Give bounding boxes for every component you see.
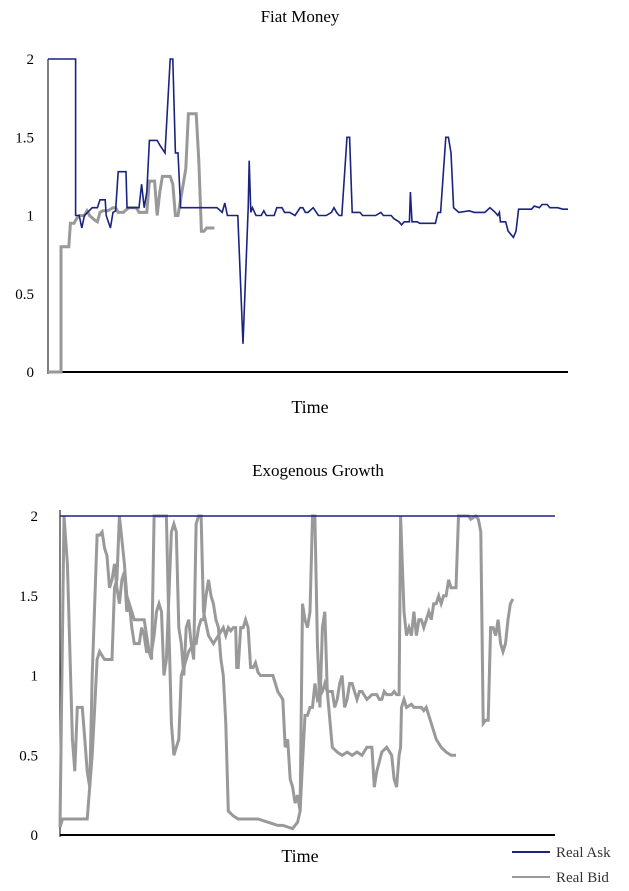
y-tick-label: 1.5 [15,130,34,146]
y-tick-label: 0.5 [15,287,34,303]
y-tick-label: 2 [31,509,39,525]
y-tick-label: 0 [31,828,39,844]
y-tick-label: 0.5 [19,748,38,764]
legend: Real Ask Real Bid [512,845,611,886]
plot-area [58,514,555,831]
y-tick-label: 0 [27,365,35,381]
chart-fiat-money: Fiat Money 0 0.5 1 1.5 2 Time [15,7,568,417]
chart-exogenous-growth: Exogenous Growth 0 0.5 1 1.5 2 Time [19,461,555,866]
plot-area [48,58,568,374]
y-tick-label: 2 [27,52,35,68]
series-line-real-bid [48,112,215,374]
y-tick-label: 1.5 [19,589,38,605]
y-axis-ticks: 0 0.5 1 1.5 2 [15,52,34,381]
chart-title: Fiat Money [261,7,340,26]
legend-label-real-bid: Real Bid [556,870,609,886]
chart-title: Exogenous Growth [252,461,384,480]
x-axis-title: Time [291,397,328,417]
y-axis-ticks: 0 0.5 1 1.5 2 [19,509,38,844]
y-tick-label: 1 [31,669,39,685]
legend-label-real-ask: Real Ask [556,845,611,861]
series-line-real-bid-2 [58,514,456,831]
y-tick-label: 1 [27,209,35,225]
x-axis-title: Time [281,846,318,866]
series-line-real-bid [58,514,515,828]
series-line-real-ask [48,58,568,344]
